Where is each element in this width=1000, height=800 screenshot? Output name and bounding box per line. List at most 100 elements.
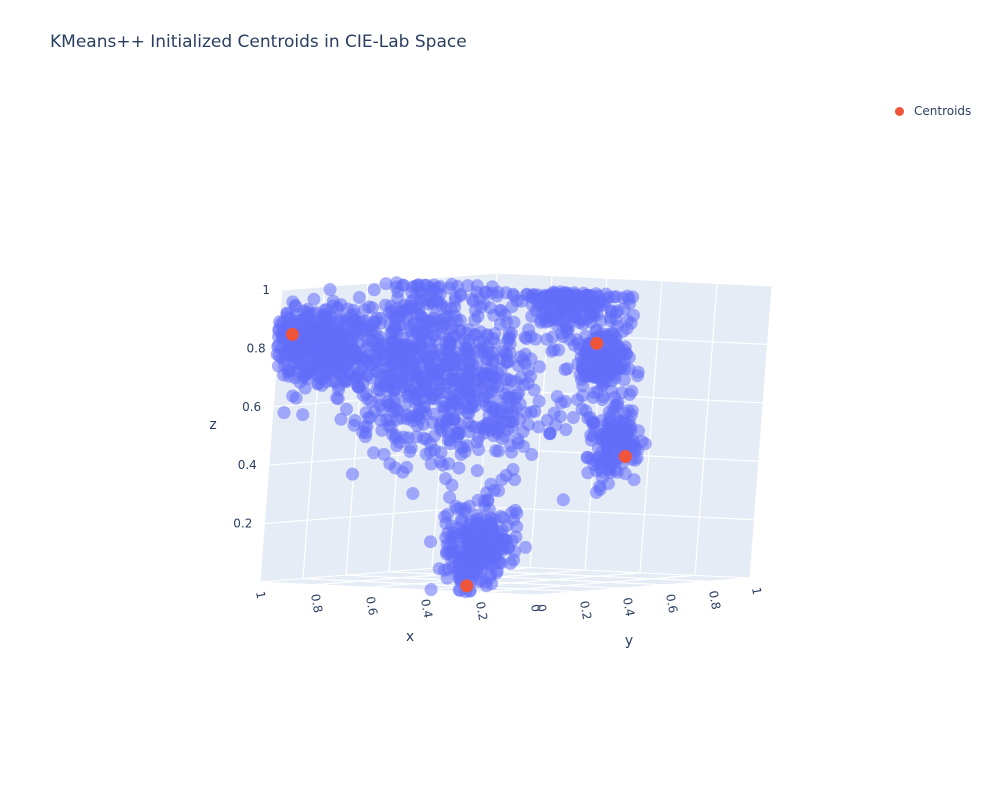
data-point (638, 437, 652, 451)
data-point (500, 315, 514, 329)
x-tick-label: 0 (528, 603, 543, 613)
y-tick-label: 1 (749, 586, 764, 596)
data-point (414, 385, 428, 399)
data-point (323, 362, 336, 375)
legend[interactable]: Centroids (895, 104, 971, 118)
data-point (495, 523, 509, 537)
data-point (576, 289, 590, 303)
data-point (424, 295, 438, 309)
data-point (439, 472, 453, 486)
data-point (355, 326, 369, 340)
data-point (356, 388, 370, 402)
floor-grid-y (302, 578, 579, 593)
data-point (460, 533, 473, 547)
data-point (340, 373, 354, 387)
data-point (507, 408, 521, 422)
data-point (441, 562, 455, 576)
data-point (278, 348, 292, 362)
data-point (548, 305, 562, 319)
data-point (468, 394, 481, 408)
data-point (622, 292, 636, 306)
centroid-point (460, 579, 474, 593)
data-point (450, 279, 464, 293)
data-point (548, 287, 562, 301)
data-point (545, 344, 559, 358)
data-point (300, 344, 313, 358)
data-point (495, 473, 509, 487)
data-point (505, 506, 519, 520)
data-point (533, 360, 546, 374)
data-point (575, 300, 589, 314)
data-point (401, 373, 415, 387)
data-point (424, 535, 437, 549)
centroid-point (285, 327, 299, 341)
data-point (289, 391, 303, 405)
data-point (358, 303, 372, 317)
data-point (427, 278, 441, 292)
data-point (604, 304, 618, 318)
data-point (339, 316, 353, 330)
data-point (460, 406, 474, 420)
y-tick-label: 0.8 (706, 589, 723, 610)
data-point (549, 418, 563, 432)
centroid-point (590, 336, 604, 350)
data-point (576, 317, 590, 331)
y-tick-label: 0 (534, 603, 549, 613)
data-point (468, 304, 482, 317)
data-point (403, 320, 417, 334)
data-point (593, 482, 607, 496)
data-point (293, 375, 307, 389)
data-point (454, 368, 468, 381)
x-tick-label: 1 (253, 590, 268, 600)
data-point (319, 348, 333, 361)
data-point (615, 386, 629, 400)
data-point (627, 473, 641, 487)
data-point (289, 300, 303, 314)
data-point (503, 337, 517, 351)
data-point (400, 338, 413, 352)
data-point (375, 423, 389, 437)
data-point (440, 537, 454, 551)
data-point (427, 429, 441, 443)
data-point (480, 554, 494, 568)
data-point (435, 400, 449, 414)
data-point (330, 300, 344, 314)
data-point (596, 393, 610, 407)
data-point (590, 290, 604, 304)
data-point (528, 404, 542, 418)
centroid-point (618, 450, 632, 463)
data-point (415, 310, 429, 324)
data-point (377, 447, 391, 461)
data-point (472, 443, 486, 456)
data-point (272, 338, 286, 352)
data-point (411, 370, 425, 384)
data-point (508, 392, 522, 405)
data-point (632, 424, 645, 438)
data-point (492, 410, 506, 424)
z-tick-label: 1 (262, 283, 270, 297)
data-point (489, 444, 503, 458)
data-point (355, 425, 369, 439)
data-point (362, 358, 376, 372)
data-point (438, 510, 452, 524)
data-point (376, 341, 390, 355)
z-axis-title: z (209, 417, 216, 433)
data-point (609, 290, 623, 304)
data-point (272, 324, 286, 337)
data-point (452, 461, 466, 475)
wall2-grid-x (694, 283, 718, 576)
data-point (621, 314, 634, 328)
data-point (340, 402, 353, 416)
data-point (481, 493, 495, 507)
data-point (352, 291, 366, 304)
data-point (403, 444, 417, 458)
chart-title: KMeans++ Initialized Centroids in CIE-La… (50, 32, 467, 52)
data-point (476, 366, 490, 380)
data-point (411, 278, 425, 292)
data-point (392, 352, 406, 366)
data-point (514, 371, 528, 385)
data-point (500, 372, 514, 386)
data-point (559, 423, 573, 437)
data-point (408, 396, 422, 410)
